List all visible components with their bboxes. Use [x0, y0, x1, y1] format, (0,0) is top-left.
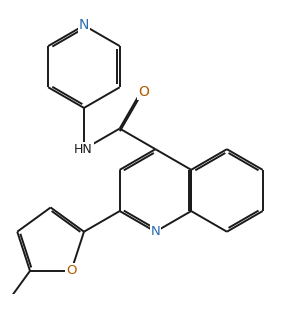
Text: HN: HN — [74, 143, 92, 156]
Text: O: O — [138, 85, 149, 99]
Text: N: N — [151, 225, 160, 238]
Text: O: O — [66, 264, 76, 278]
Text: N: N — [79, 19, 89, 33]
